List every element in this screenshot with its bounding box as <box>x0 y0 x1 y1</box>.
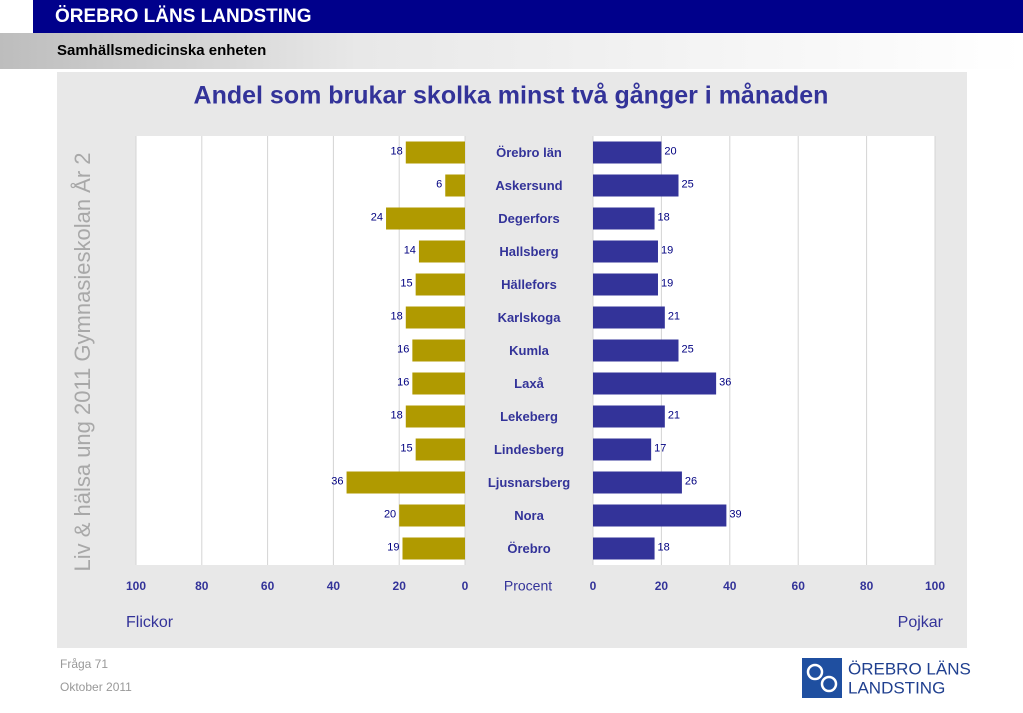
header-subtitle: Samhällsmedicinska enheten <box>57 42 266 59</box>
bar <box>593 537 655 560</box>
bar <box>386 207 465 230</box>
chart-title: Andel som brukar skolka minst två gånger… <box>194 82 829 110</box>
bar <box>412 339 465 362</box>
header-band <box>33 0 1023 33</box>
value-label: 19 <box>387 541 399 553</box>
x-tick-label: 80 <box>195 579 209 593</box>
bar <box>593 306 665 329</box>
x-tick-label: 100 <box>925 579 945 593</box>
value-label: 17 <box>654 442 666 454</box>
bar <box>399 504 465 527</box>
bar <box>593 339 679 362</box>
value-label: 18 <box>391 145 403 157</box>
bar <box>405 306 465 329</box>
bar <box>593 141 662 164</box>
category-label: Kumla <box>509 343 550 358</box>
x-tick-label: 60 <box>261 579 275 593</box>
x-tick-label: 0 <box>462 579 469 593</box>
value-label: 18 <box>391 409 403 421</box>
category-label: Askersund <box>495 178 562 193</box>
value-label: 16 <box>397 343 409 355</box>
legend-label: Pojkar <box>898 614 944 631</box>
value-label: 24 <box>371 211 383 223</box>
bar <box>402 537 465 560</box>
header-title: ÖREBRO LÄNS LANDSTING <box>55 6 312 27</box>
value-label: 18 <box>658 541 670 553</box>
x-tick-label: 40 <box>327 579 341 593</box>
category-label: Lindesberg <box>494 442 564 457</box>
bar <box>412 372 465 395</box>
x-tick-label: 60 <box>792 579 806 593</box>
subheader-band <box>0 33 1023 69</box>
x-axis-label: Procent <box>504 578 552 594</box>
value-label: 19 <box>661 244 673 256</box>
category-label: Nora <box>514 508 544 523</box>
value-label: 21 <box>668 409 680 421</box>
value-label: 14 <box>404 244 416 256</box>
value-label: 39 <box>729 508 741 520</box>
bar <box>405 405 465 428</box>
bar <box>445 174 465 197</box>
value-label: 26 <box>685 475 697 487</box>
value-label: 25 <box>682 178 694 190</box>
bar <box>346 471 465 494</box>
value-label: 15 <box>400 442 412 454</box>
bar <box>593 372 717 395</box>
category-label: Hallsberg <box>499 244 558 259</box>
bar <box>405 141 465 164</box>
value-label: 6 <box>436 178 442 190</box>
x-tick-label: 20 <box>393 579 407 593</box>
value-label: 18 <box>391 310 403 322</box>
category-label: Karlskoga <box>498 310 562 325</box>
value-label: 20 <box>384 508 396 520</box>
category-label: Lekeberg <box>500 409 558 424</box>
value-label: 21 <box>668 310 680 322</box>
x-tick-label: 40 <box>723 579 737 593</box>
bar <box>593 174 679 197</box>
x-tick-label: 20 <box>655 579 669 593</box>
bar <box>593 273 658 296</box>
category-label: Laxå <box>514 376 544 391</box>
footer-date: Oktober 2011 <box>60 680 132 694</box>
bar <box>593 207 655 230</box>
bar <box>415 273 465 296</box>
bar <box>415 438 465 461</box>
category-label: Degerfors <box>498 211 559 226</box>
value-label: 36 <box>719 376 731 388</box>
bar <box>593 504 727 527</box>
side-text: Liv & hälsa ung 2011 Gymnasieskolan År 2 <box>70 152 95 571</box>
x-tick-label: 100 <box>126 579 146 593</box>
category-label: Ljusnarsberg <box>488 475 570 490</box>
bar <box>593 438 652 461</box>
footer-question: Fråga 71 <box>60 657 108 671</box>
logo: ÖREBRO LÄNS LANDSTING <box>802 658 971 698</box>
logo-text: ÖREBRO LÄNS <box>848 659 971 678</box>
logo-shape <box>820 675 838 693</box>
value-label: 36 <box>331 475 343 487</box>
value-label: 25 <box>682 343 694 355</box>
value-label: 18 <box>658 211 670 223</box>
bar <box>593 471 682 494</box>
category-label: Hällefors <box>501 277 557 292</box>
value-label: 16 <box>397 376 409 388</box>
value-label: 20 <box>664 145 676 157</box>
logo-icon <box>802 658 842 698</box>
x-tick-label: 80 <box>860 579 874 593</box>
value-label: 15 <box>400 277 412 289</box>
category-label: Örebro län <box>496 145 562 160</box>
logo-shape <box>806 663 824 681</box>
marks: 0 20 40 60 80 100 18 6 24 14 15 18 16 16 18 15 36 20 19 Fli… <box>126 136 945 631</box>
bar <box>418 240 465 263</box>
bar <box>593 240 658 263</box>
value-label: 19 <box>661 277 673 289</box>
legend-label: Flickor <box>126 614 174 631</box>
x-tick-label: 0 <box>590 579 597 593</box>
category-label: Örebro <box>507 541 550 556</box>
logo-text: LANDSTING <box>848 678 945 697</box>
bar <box>593 405 665 428</box>
